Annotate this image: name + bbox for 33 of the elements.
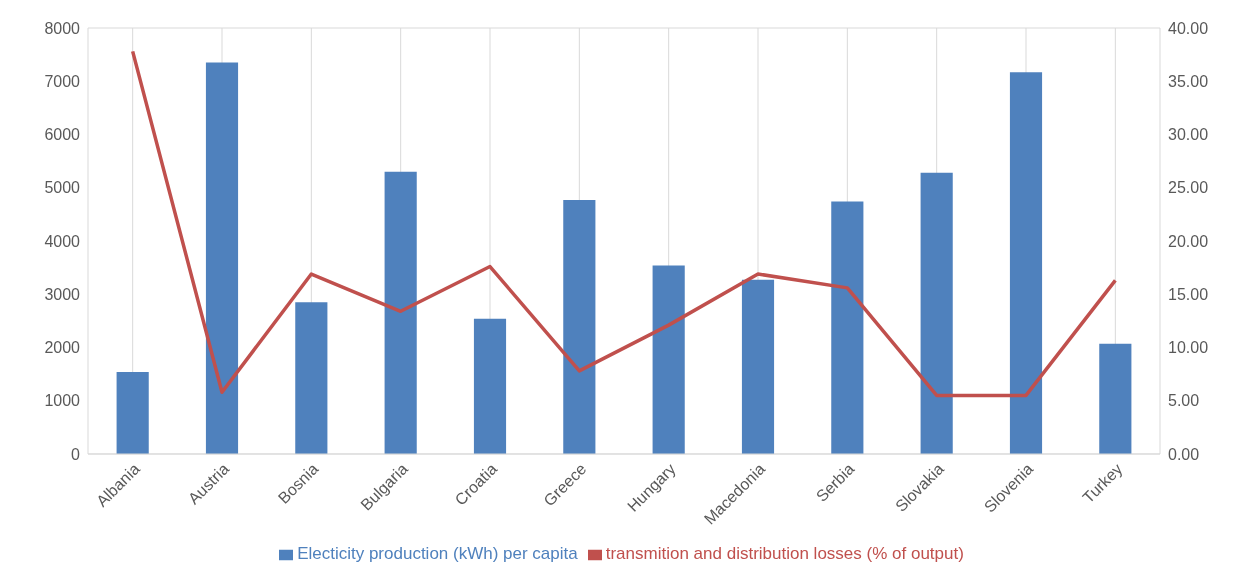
- legend-label: transmition and distribution losses (% of output): [605, 544, 964, 563]
- bar: [563, 200, 596, 454]
- bar: [1009, 72, 1043, 454]
- y2-tick-label: 5.00: [1168, 392, 1200, 410]
- bar: [384, 171, 417, 454]
- y2-tick-label: 35.00: [1168, 72, 1209, 90]
- line-series: [130, 49, 1118, 398]
- y2-tick-label: 10.00: [1168, 339, 1209, 357]
- bar: [741, 279, 775, 454]
- bar: [205, 62, 239, 454]
- bar: [652, 265, 685, 454]
- y2-tick-label: 30.00: [1168, 126, 1209, 144]
- bar: [831, 201, 864, 454]
- y-tick-label: 5000: [44, 179, 81, 197]
- y-tick-label: 7000: [44, 72, 81, 90]
- bar: [920, 172, 953, 454]
- y2-tick-label: 0.00: [1168, 445, 1200, 463]
- y2-tick-label: 15.00: [1168, 285, 1209, 303]
- y-tick-label: 3000: [44, 285, 81, 303]
- bar: [295, 302, 328, 454]
- y-tick-label: 6000: [44, 126, 81, 144]
- y2-tick-label: 40.00: [1168, 19, 1209, 37]
- bar: [1099, 343, 1132, 454]
- bar: [116, 372, 149, 454]
- y2-tick-label: 25.00: [1168, 179, 1209, 197]
- y-tick-label: 4000: [44, 232, 81, 250]
- y-tick-label: 8000: [44, 19, 81, 37]
- y-tick-label: 0: [71, 445, 81, 463]
- y-tick-label: 2000: [44, 339, 81, 357]
- legend-label: Electicity production (kWh) per capita: [297, 544, 578, 563]
- bar: [473, 318, 507, 454]
- y2-tick-label: 20.00: [1168, 232, 1209, 250]
- y-tick-label: 1000: [44, 392, 81, 410]
